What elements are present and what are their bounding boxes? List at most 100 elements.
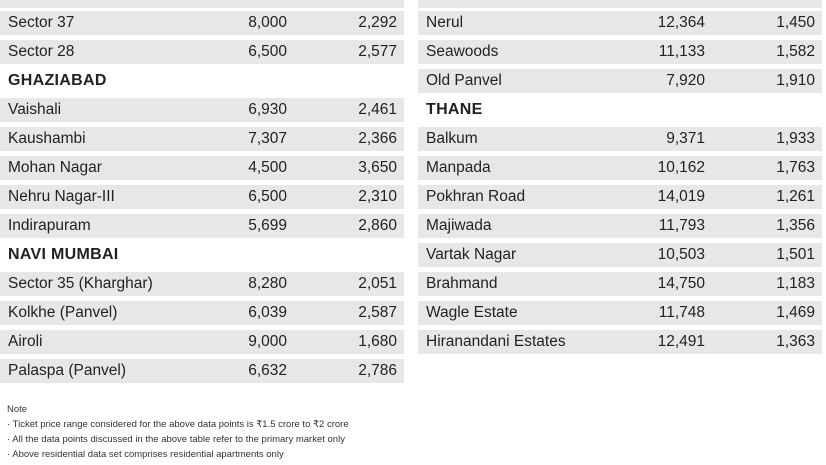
value-2: 1,501 [776,246,815,263]
table-row: Vaishali 6,930 2,461 [0,98,404,122]
note-item: · Ticket price range considered for the … [7,419,349,430]
location-name: Kaushambi [8,130,86,147]
location-name: Hiranandani Estates [426,333,566,350]
value-2: 2,577 [358,43,397,60]
value-2: 1,183 [776,275,815,292]
value-1: 6,500 [248,188,287,205]
value-1: 12,491 [657,333,705,350]
value-1: 11,133 [658,43,705,60]
value-1: 8,280 [248,275,287,292]
value-1: 6,039 [248,304,287,321]
value-2: 1,469 [776,304,815,321]
value-2: 1,933 [776,130,815,147]
value-2: 2,292 [358,14,397,31]
location-name: Majiwada [426,217,492,234]
value-1: 10,162 [657,159,705,176]
location-name: Mohan Nagar [8,159,102,176]
table-row-cropped [418,0,822,8]
table-row: Mohan Nagar 4,500 3,650 [0,156,404,180]
section-heading-label: THANE [426,101,483,118]
table-row: Kaushambi 7,307 2,366 [0,127,404,151]
value-2: 2,587 [358,304,397,321]
value-1: 7,920 [666,72,705,89]
value-2: 2,310 [358,188,397,205]
value-2: 2,366 [358,130,397,147]
left-table: Sector 37 8,000 2,292 Sector 28 6,500 2,577 GH… [0,0,404,388]
value-2: 1,450 [776,14,815,31]
value-2: 1,582 [776,43,815,60]
table-row: Airoli 9,000 1,680 [0,330,404,354]
location-name: Sector 28 [8,43,75,60]
value-2: 2,051 [358,275,397,292]
location-name: Sector 35 (Kharghar) [8,275,153,292]
value-2: 2,786 [358,362,397,379]
value-1: 8,000 [248,14,287,31]
section-heading: THANE [418,98,822,122]
table-row: Pokhran Road 14,019 1,261 [418,185,822,209]
table-row: Vartak Nagar 10,503 1,501 [418,243,822,267]
notes-title: Note [7,404,28,415]
section-heading-label: NAVI MUMBAI [8,246,119,263]
table-row: Nehru Nagar-III 6,500 2,310 [0,185,404,209]
section-heading: NAVI MUMBAI [0,243,404,267]
value-2: 1,680 [358,333,397,350]
table-row: Balkum 9,371 1,933 [418,127,822,151]
table-row-cropped [0,0,404,8]
value-1: 14,750 [657,275,705,292]
notes-section: Note · Ticket price range considered for… [7,402,349,462]
table-row: Nerul 12,364 1,450 [418,11,822,35]
location-name: Balkum [426,130,478,147]
location-name: Vartak Nagar [426,246,517,263]
value-1: 9,371 [666,130,705,147]
value-1: 14,019 [657,188,705,205]
value-1: 6,632 [248,362,287,379]
location-name: Old Panvel [426,72,502,89]
location-name: Vaishali [8,101,62,118]
table-row: Sector 35 (Kharghar) 8,280 2,051 [0,272,404,296]
location-name: Seawoods [426,43,499,60]
value-1: 11,748 [658,304,705,321]
table-row: Palaspa (Panvel) 6,632 2,786 [0,359,404,383]
value-1: 6,500 [248,43,287,60]
value-1: 9,000 [248,333,287,350]
value-1: 6,930 [248,101,287,118]
location-name: Kolkhe (Panvel) [8,304,118,321]
value-2: 1,763 [776,159,815,176]
table-row: Kolkhe (Panvel) 6,039 2,587 [0,301,404,325]
value-1: 5,699 [248,217,287,234]
location-name: Sector 37 [8,14,75,31]
value-2: 1,910 [776,72,815,89]
value-2: 1,363 [776,333,815,350]
value-1: 4,500 [248,159,287,176]
location-name: Wagle Estate [426,304,518,321]
location-name: Brahmand [426,275,498,292]
section-heading-label: GHAZIABAD [8,72,107,89]
value-1: 12,364 [657,14,705,31]
table-row: Hiranandani Estates 12,491 1,363 [418,330,822,354]
table-row: Indirapuram 5,699 2,860 [0,214,404,238]
note-item: · Above residential data set comprises r… [7,449,284,460]
location-name: Pokhran Road [426,188,526,205]
table-row: Majiwada 11,793 1,356 [418,214,822,238]
table-row: Brahmand 14,750 1,183 [418,272,822,296]
section-heading: GHAZIABAD [0,69,404,93]
table-row: Seawoods 11,133 1,582 [418,40,822,64]
value-1: 11,793 [658,217,705,234]
location-name: Airoli [8,333,43,350]
table-row: Sector 28 6,500 2,577 [0,40,404,64]
right-table: Nerul 12,364 1,450 Seawoods 11,133 1,582 Old P… [418,0,822,359]
value-2: 1,261 [776,188,815,205]
value-2: 3,650 [358,159,397,176]
table-row: Manpada 10,162 1,763 [418,156,822,180]
note-item: · All the data points discussed in the a… [7,434,345,445]
location-name: Palaspa (Panvel) [8,362,127,379]
value-1: 7,307 [248,130,287,147]
location-name: Nerul [426,14,464,31]
value-2: 2,860 [358,217,397,234]
table-row: Sector 37 8,000 2,292 [0,11,404,35]
table-row: Wagle Estate 11,748 1,469 [418,301,822,325]
value-2: 1,356 [776,217,815,234]
location-name: Indirapuram [8,217,91,234]
location-name: Nehru Nagar-III [8,188,115,205]
location-name: Manpada [426,159,491,176]
